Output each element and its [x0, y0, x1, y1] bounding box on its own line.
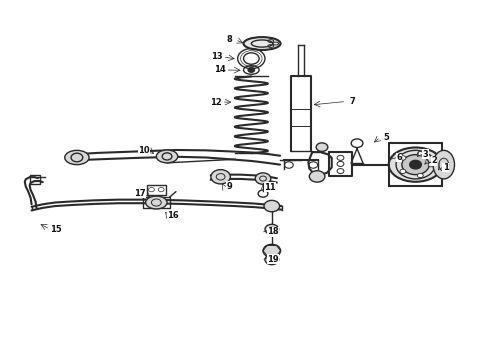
- Text: 8: 8: [226, 35, 232, 44]
- Text: 3: 3: [422, 150, 428, 159]
- Ellipse shape: [264, 201, 280, 212]
- Ellipse shape: [309, 171, 325, 182]
- Ellipse shape: [428, 162, 434, 167]
- Ellipse shape: [417, 152, 423, 156]
- Text: 11: 11: [264, 183, 276, 192]
- Text: 12: 12: [210, 98, 221, 107]
- Text: 1: 1: [443, 163, 449, 172]
- Bar: [389, 143, 442, 186]
- Ellipse shape: [316, 143, 328, 152]
- Ellipse shape: [265, 255, 279, 265]
- Ellipse shape: [410, 160, 421, 169]
- Text: 13: 13: [211, 52, 222, 61]
- Text: 5: 5: [383, 132, 389, 141]
- Text: 9: 9: [226, 181, 232, 190]
- Text: 19: 19: [268, 255, 279, 264]
- Text: 2: 2: [431, 156, 437, 165]
- Text: 14: 14: [214, 66, 225, 75]
- Ellipse shape: [417, 174, 423, 177]
- Ellipse shape: [433, 150, 455, 179]
- Ellipse shape: [244, 37, 281, 50]
- Ellipse shape: [402, 155, 429, 175]
- Bar: [30, 175, 40, 184]
- Ellipse shape: [400, 169, 406, 174]
- Ellipse shape: [211, 170, 230, 184]
- Ellipse shape: [265, 224, 279, 234]
- Ellipse shape: [156, 150, 178, 163]
- Ellipse shape: [389, 148, 442, 182]
- Ellipse shape: [65, 150, 89, 165]
- Bar: [143, 197, 170, 208]
- Ellipse shape: [248, 67, 255, 72]
- Text: 16: 16: [168, 211, 179, 220]
- Text: 15: 15: [50, 225, 62, 234]
- Ellipse shape: [263, 244, 281, 257]
- Text: 7: 7: [349, 97, 355, 106]
- Ellipse shape: [400, 156, 406, 160]
- Text: 18: 18: [268, 227, 279, 236]
- Bar: [147, 185, 166, 195]
- Ellipse shape: [255, 173, 271, 184]
- Text: 6: 6: [396, 153, 402, 162]
- Text: 17: 17: [134, 189, 146, 198]
- Ellipse shape: [146, 196, 167, 209]
- Text: 10: 10: [138, 146, 150, 155]
